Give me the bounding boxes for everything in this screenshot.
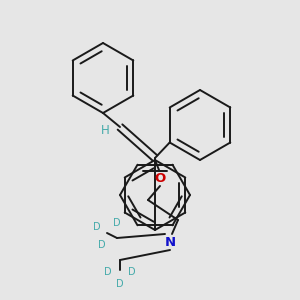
Text: D: D: [93, 222, 101, 232]
Text: D: D: [98, 240, 106, 250]
Text: D: D: [128, 267, 136, 277]
Text: O: O: [154, 172, 166, 184]
Text: N: N: [164, 236, 175, 248]
Text: H: H: [100, 124, 109, 137]
Text: D: D: [104, 267, 112, 277]
Text: D: D: [116, 279, 124, 289]
Text: D: D: [113, 218, 121, 228]
